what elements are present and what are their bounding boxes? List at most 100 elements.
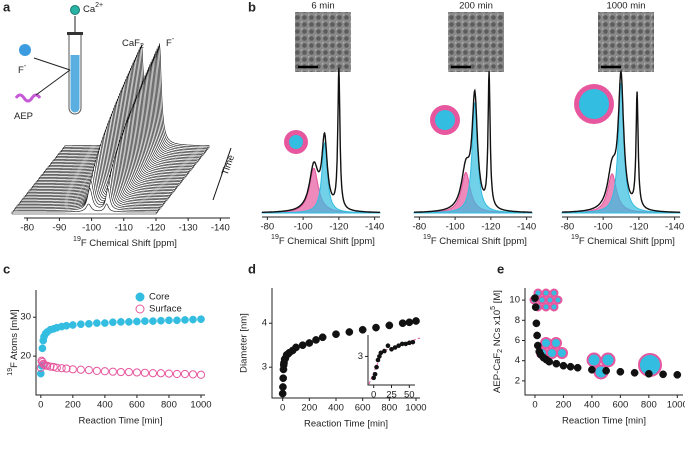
point: [532, 319, 541, 328]
x-tick-label: 400: [584, 400, 600, 411]
point: [116, 367, 126, 377]
point: [559, 361, 568, 370]
label-part: 19: [571, 234, 579, 241]
x-tick-label: -100: [82, 223, 101, 234]
point: [77, 320, 85, 329]
inset-point: [399, 341, 405, 347]
point: [92, 366, 101, 375]
x-axis-label: 19F Chemical Shift [ppm]: [271, 234, 375, 247]
point: [602, 366, 610, 375]
time-arrow: [212, 147, 232, 201]
annotation: CaF2: [122, 38, 144, 50]
point: [62, 321, 71, 330]
x-axis-label: Reaction Time [min]: [79, 416, 163, 427]
point: [372, 323, 380, 332]
x-tick-label: 600: [612, 400, 628, 411]
label-part: 2+: [95, 2, 103, 9]
x-tick-label: -140: [365, 222, 384, 233]
label-part: Ca: [83, 4, 96, 15]
label-part: F: [18, 65, 24, 76]
x-tick-label: -130: [179, 223, 198, 234]
y-tick-label: 3: [358, 351, 363, 362]
x-axis-label: 19F Chemical Shift [ppm]: [571, 234, 675, 247]
axes: [271, 288, 420, 399]
inset-point: [396, 343, 401, 349]
x-tick-label: -140: [517, 222, 536, 233]
x-tick-label: -80: [20, 223, 34, 234]
legend-marker: [135, 292, 145, 302]
point: [173, 316, 181, 325]
inset-point: [378, 350, 384, 356]
point: [93, 319, 101, 327]
x-tick-label: 200: [65, 400, 81, 411]
point: [196, 370, 206, 379]
label-part: F Chemical Shift [ppm]: [431, 236, 527, 247]
point: [85, 319, 93, 328]
point: [531, 303, 540, 312]
label-part: CaF: [122, 38, 140, 49]
point: [405, 318, 414, 327]
point: [100, 367, 109, 376]
y-tick-label: 30: [20, 312, 31, 323]
legend-marker: [135, 304, 145, 314]
x-axis-label: 19F Chemical Shift [ppm]: [423, 234, 527, 247]
x-tick-label: -80: [260, 222, 274, 233]
point: [533, 331, 541, 340]
label-part: F: [166, 38, 172, 49]
x-tick-label: 400: [328, 403, 344, 414]
point: [133, 317, 141, 326]
x-tick-label: 0: [371, 390, 376, 401]
x-tick-label: 600: [129, 400, 145, 411]
x-tick-label: -80: [412, 222, 426, 233]
point: [188, 370, 198, 379]
point: [385, 321, 394, 330]
x-tick-label: -90: [53, 223, 67, 234]
spectrum-sum: [262, 67, 380, 213]
point: [189, 315, 197, 324]
label-part: F Chemical Shift [ppm]: [81, 238, 177, 249]
spectrum-trace: [12, 187, 158, 213]
inset-point: [385, 343, 391, 349]
spectrum-sum: [414, 71, 532, 213]
label-part: 19: [73, 236, 81, 243]
point: [76, 365, 85, 374]
point: [164, 369, 174, 378]
x-tick-label: -140: [665, 222, 684, 233]
point: [57, 364, 66, 373]
point: [124, 367, 134, 377]
point: [84, 366, 93, 375]
point: [298, 341, 307, 350]
label-part: -: [172, 36, 175, 43]
label-part: F Chemical Shift [ppm]: [279, 236, 375, 247]
panel-label: e: [497, 261, 504, 276]
point: [630, 368, 639, 377]
point: [141, 317, 149, 325]
x-tick-label: -120: [629, 222, 648, 233]
label-part: 2: [140, 43, 144, 50]
spectrum-trace: [11, 203, 157, 215]
x-axis-label: 19F Chemical Shift [ppm]: [73, 236, 177, 249]
label-part: 5: [490, 306, 497, 310]
axes: [367, 335, 415, 386]
point: [36, 369, 45, 378]
x-tick-label: -120: [481, 222, 500, 233]
label-part: [M]: [492, 290, 503, 306]
y-tick-label: 4: [515, 355, 520, 366]
point: [345, 328, 354, 336]
label-part: 19: [7, 368, 14, 376]
x-tick-label: 1000: [405, 403, 426, 414]
x-tick-label: -100: [446, 222, 465, 233]
point: [49, 362, 58, 372]
x-axis-label: Reaction Time [min]: [562, 416, 646, 427]
label-part: 2: [497, 349, 504, 353]
point: [117, 318, 125, 326]
point: [588, 365, 596, 374]
point: [108, 367, 117, 376]
point: [46, 362, 55, 371]
label-part: AEP: [14, 111, 33, 122]
point: [52, 363, 61, 372]
label-part: -: [24, 63, 27, 70]
point: [68, 365, 77, 374]
y-tick-label: 2: [515, 375, 520, 386]
